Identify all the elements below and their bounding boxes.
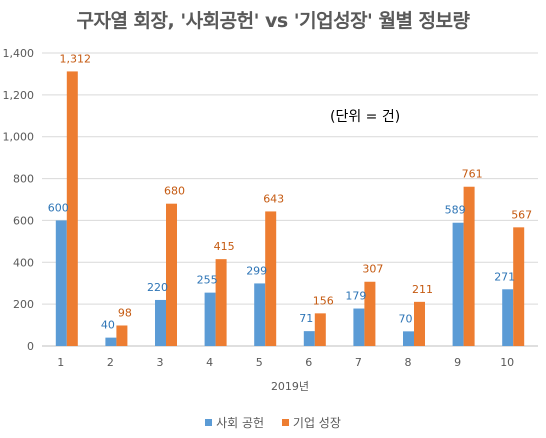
bar-growth — [265, 211, 277, 346]
legend-label-social: 사회 공헌 — [216, 416, 265, 430]
y-tick-label: 600 — [13, 214, 34, 227]
bar-growth — [314, 313, 326, 346]
data-label-growth: 156 — [313, 294, 334, 307]
bar-social — [254, 283, 266, 346]
bar-social — [353, 308, 365, 346]
x-tick-label: 10 — [500, 356, 514, 369]
bar-growth — [463, 186, 475, 346]
bar-growth — [166, 203, 177, 346]
data-label-social: 255 — [197, 274, 218, 287]
legend-swatch-growth — [281, 419, 289, 426]
bar-social — [452, 222, 464, 346]
x-tick-label: 7 — [355, 356, 362, 369]
y-tick-label: 800 — [13, 173, 34, 186]
y-tick-label: 1,200 — [3, 89, 35, 102]
data-label-growth: 307 — [362, 263, 383, 276]
bar-growth — [116, 325, 128, 346]
data-label-social: 589 — [445, 204, 466, 217]
x-tick-label: 9 — [454, 356, 461, 369]
x-axis-ticks: 1 2 3 4 5 6 7 8 9 10 — [57, 356, 514, 369]
x-tick-label: 8 — [405, 356, 412, 369]
data-label-growth: 761 — [462, 168, 483, 181]
data-label-social: 70 — [399, 312, 413, 325]
x-tick-label: 3 — [157, 356, 164, 369]
legend-label-growth: 기업 성장 — [292, 416, 341, 430]
bar-social — [55, 220, 67, 346]
y-tick-label: 400 — [13, 256, 34, 269]
bar-social — [403, 331, 414, 346]
data-label-social: 179 — [345, 290, 366, 303]
data-label-growth: 680 — [164, 185, 185, 198]
bar-growth — [66, 71, 78, 346]
data-label-growth: 98 — [118, 306, 132, 319]
bar-growth — [513, 227, 525, 346]
bar-growth — [364, 281, 376, 346]
x-tick-label: 1 — [57, 356, 64, 369]
bar-social — [502, 289, 514, 346]
x-tick-label: 6 — [305, 356, 312, 369]
x-tick-label: 2 — [107, 356, 114, 369]
data-label-growth: 567 — [511, 208, 532, 221]
data-label-growth: 211 — [412, 283, 433, 296]
y-tick-label: 0 — [27, 340, 34, 353]
bar-social — [204, 292, 216, 346]
x-tick-label: 5 — [256, 356, 263, 369]
data-label-social: 299 — [246, 264, 267, 277]
legend: 사회 공헌 기업 성장 — [0, 414, 546, 431]
data-label-social: 600 — [48, 201, 69, 214]
legend-item-growth: 기업 성장 — [281, 414, 341, 431]
bars — [55, 71, 525, 346]
bar-growth — [215, 259, 227, 346]
unit-note: (단위 = 건) — [330, 109, 401, 125]
y-tick-label: 200 — [13, 298, 34, 311]
legend-item-social: 사회 공헌 — [205, 414, 264, 431]
data-label-growth: 1,312 — [60, 52, 92, 65]
y-axis-ticks: 0 200 400 600 800 1,000 1,200 1,400 — [3, 47, 35, 353]
legend-swatch-social — [205, 419, 213, 426]
bar-social — [155, 299, 166, 346]
y-tick-label: 1,000 — [3, 131, 35, 144]
y-tick-label: 1,400 — [3, 47, 35, 60]
bar-social — [105, 337, 117, 346]
chart-title: 구자열 회장, '사회공헌' vs '기업성장' 월별 정보량 — [76, 10, 470, 32]
bar-social — [303, 331, 315, 346]
data-label-social: 271 — [494, 270, 515, 283]
data-label-social: 71 — [299, 312, 313, 325]
x-axis-title: 2019년 — [271, 380, 309, 393]
data-label-social: 220 — [147, 281, 168, 294]
x-tick-label: 4 — [206, 356, 213, 369]
data-label-growth: 415 — [214, 240, 235, 253]
data-label-growth: 643 — [263, 192, 284, 205]
bar-growth — [414, 301, 425, 346]
data-label-social: 40 — [101, 319, 115, 332]
